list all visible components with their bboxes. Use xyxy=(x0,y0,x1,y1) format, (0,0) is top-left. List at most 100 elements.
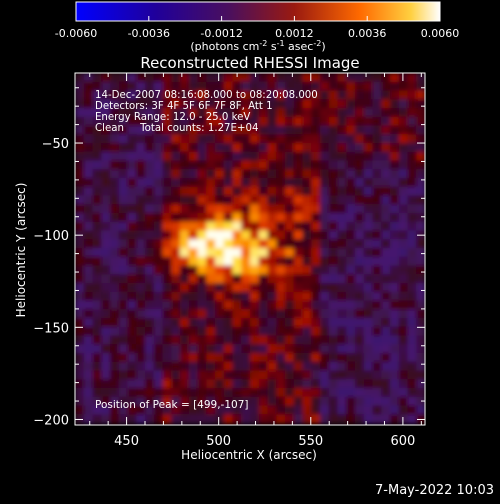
heatmap-cell xyxy=(346,108,356,118)
heatmap-cell xyxy=(258,178,269,188)
heatmap-cell xyxy=(188,108,199,118)
heatmap-cell xyxy=(355,143,365,153)
heatmap-cell xyxy=(372,291,382,302)
heatmap-cell xyxy=(241,379,251,389)
heatmap-cell xyxy=(328,361,339,372)
heatmap-cell xyxy=(416,291,425,302)
heatmap-cell xyxy=(363,353,374,363)
heatmap-cell xyxy=(118,178,129,188)
heatmap-cell xyxy=(328,414,339,424)
heatmap-cell xyxy=(372,248,382,258)
heatmap-cell xyxy=(110,221,120,232)
heatmap-cell xyxy=(398,169,409,179)
heatmap-cell xyxy=(232,309,242,319)
heatmap-cell xyxy=(267,256,277,267)
heatmap-cell xyxy=(267,178,277,188)
heatmap-cell xyxy=(153,221,164,232)
heatmap-cell xyxy=(407,265,417,275)
heatmap-cell xyxy=(346,344,356,354)
heatmap-cell xyxy=(153,108,164,118)
heatmap-cell xyxy=(293,379,304,389)
heatmap-cell xyxy=(92,160,102,170)
heatmap-cell xyxy=(101,291,111,302)
heatmap-cell xyxy=(127,195,137,205)
heatmap-cell xyxy=(267,99,277,109)
heatmap-cell xyxy=(346,326,356,337)
heatmap-cell xyxy=(390,335,400,345)
heatmap-cell xyxy=(215,265,225,275)
heatmap-cell xyxy=(407,335,417,345)
y-axis-label: Heliocentric Y (arcsec) xyxy=(14,183,28,318)
heatmap-cell xyxy=(118,186,129,197)
heatmap-cell xyxy=(416,81,425,92)
heatmap-cell xyxy=(153,195,164,205)
heatmap-cell xyxy=(293,160,304,170)
heatmap-cell xyxy=(372,108,382,118)
heatmap-cell xyxy=(285,326,295,337)
heatmap-cell xyxy=(101,274,111,284)
heatmap-cell xyxy=(180,309,190,319)
heatmap-cell xyxy=(372,318,382,328)
heatmap-cell xyxy=(320,318,330,328)
heatmap-cell xyxy=(258,283,269,293)
heatmap-cell xyxy=(250,370,260,380)
heatmap-cell xyxy=(276,326,286,337)
heatmap-cell xyxy=(241,291,251,302)
heatmap-cell xyxy=(101,405,111,415)
heatmap-cell xyxy=(110,99,120,109)
heatmap-cell xyxy=(215,108,225,118)
heatmap-cell xyxy=(363,204,374,214)
heatmap-cell xyxy=(407,125,417,135)
heatmap-cell xyxy=(162,274,172,284)
heatmap-cell xyxy=(311,283,321,293)
heatmap-cell xyxy=(258,230,269,240)
heatmap-cell xyxy=(276,151,286,162)
heatmap-cell xyxy=(337,73,347,83)
heatmap-cell xyxy=(206,108,216,118)
heatmap-cell xyxy=(127,143,137,153)
heatmap-cell xyxy=(398,361,409,372)
heatmap-cell xyxy=(302,230,312,240)
heatmap-cell xyxy=(250,388,260,398)
heatmap-cell xyxy=(302,300,312,310)
heatmap-cell xyxy=(215,248,225,258)
heatmap-cell xyxy=(197,204,207,214)
heatmap-cell xyxy=(372,151,382,162)
heatmap-cell xyxy=(215,414,225,424)
heatmap-cell xyxy=(162,248,172,258)
heatmap-cell xyxy=(101,73,111,83)
heatmap-cell xyxy=(258,116,269,127)
heatmap-cell xyxy=(302,309,312,319)
heatmap-cell xyxy=(241,195,251,205)
heatmap-cell xyxy=(110,388,120,398)
heatmap-cell xyxy=(145,160,155,170)
heatmap-cell xyxy=(337,230,347,240)
heatmap-cell xyxy=(285,396,295,407)
heatmap-cell xyxy=(372,204,382,214)
heatmap-cell xyxy=(223,318,234,328)
colorbar-tick-label: 0.0060 xyxy=(421,27,460,40)
heatmap-cell xyxy=(110,353,120,363)
heatmap-cell xyxy=(337,134,347,144)
heatmap-cell xyxy=(215,143,225,153)
heatmap-cell xyxy=(320,73,330,83)
heatmap-cell xyxy=(171,274,181,284)
heatmap-cell xyxy=(92,125,102,135)
heatmap-cell xyxy=(83,160,94,170)
heatmap-cell xyxy=(241,396,251,407)
heatmap-cell xyxy=(390,318,400,328)
heatmap-cell xyxy=(83,204,94,214)
heatmap-cell xyxy=(416,405,425,415)
heatmap-cell xyxy=(328,248,339,258)
heatmap-cell xyxy=(197,335,207,345)
heatmap-cell xyxy=(241,81,251,92)
heatmap-cell xyxy=(390,274,400,284)
heatmap-cell xyxy=(171,405,181,415)
heatmap-cell xyxy=(136,204,146,214)
heatmap-cell xyxy=(180,73,190,83)
heatmap-cell xyxy=(232,256,242,267)
heatmap-cell xyxy=(83,291,94,302)
heatmap-cell xyxy=(320,90,330,100)
heatmap-cell xyxy=(320,160,330,170)
